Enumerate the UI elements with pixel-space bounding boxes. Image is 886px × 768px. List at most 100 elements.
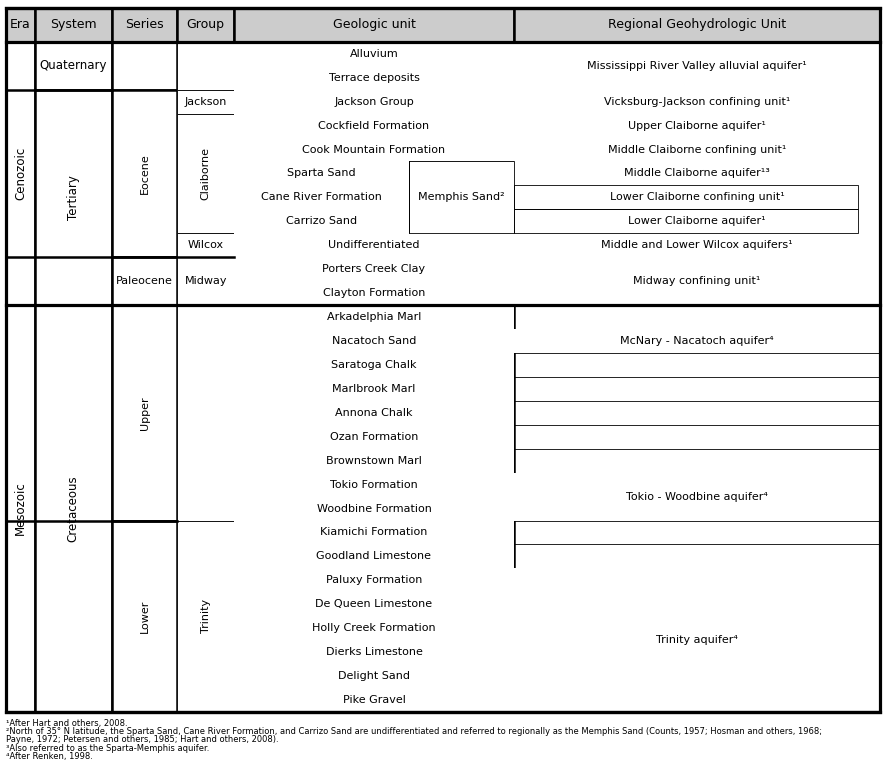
Text: ²North of 35° N latitude, the Sparta Sand, Cane River Formation, and Carrizo San: ²North of 35° N latitude, the Sparta San…: [6, 727, 822, 737]
Text: ⁴After Renken, 1998.: ⁴After Renken, 1998.: [6, 752, 93, 761]
Bar: [514, 114, 880, 137]
Bar: [177, 114, 234, 233]
Bar: [234, 641, 514, 664]
Text: Lower Claiborne confining unit¹: Lower Claiborne confining unit¹: [610, 192, 784, 203]
Bar: [6, 449, 880, 472]
Bar: [177, 233, 234, 257]
Bar: [234, 592, 514, 616]
Text: Memphis Sand²: Memphis Sand²: [418, 192, 505, 203]
Bar: [234, 233, 514, 257]
Bar: [177, 521, 234, 712]
Bar: [177, 90, 234, 114]
Text: De Queen Limestone: De Queen Limestone: [315, 599, 432, 609]
Text: Dierks Limestone: Dierks Limestone: [325, 647, 423, 657]
Bar: [234, 161, 409, 185]
Bar: [35, 41, 112, 90]
Bar: [234, 616, 514, 641]
Bar: [514, 8, 880, 41]
Bar: [514, 185, 880, 210]
Bar: [514, 210, 880, 233]
Bar: [177, 305, 234, 521]
Bar: [234, 449, 514, 472]
Text: Middle Claiborne confining unit¹: Middle Claiborne confining unit¹: [608, 144, 786, 154]
Text: Middle and Lower Wilcox aquifers¹: Middle and Lower Wilcox aquifers¹: [601, 240, 793, 250]
Text: Alluvium: Alluvium: [350, 48, 399, 59]
Text: Series: Series: [125, 18, 164, 31]
Text: Payne, 1972; Petersen and others, 1985; Hart and others, 2008).: Payne, 1972; Petersen and others, 1985; …: [6, 736, 278, 744]
Bar: [6, 377, 880, 401]
Bar: [514, 185, 858, 210]
Bar: [6, 641, 880, 664]
Bar: [6, 425, 880, 449]
Text: Mississippi River Valley alluvial aquifer¹: Mississippi River Valley alluvial aquife…: [587, 61, 807, 71]
Bar: [514, 90, 880, 114]
Bar: [6, 401, 880, 425]
Bar: [112, 521, 177, 712]
Bar: [6, 90, 880, 114]
Text: Jackson Group: Jackson Group: [334, 97, 414, 107]
Bar: [112, 8, 177, 41]
Bar: [234, 210, 409, 233]
Bar: [35, 90, 112, 305]
Text: Lower Claiborne aquifer¹: Lower Claiborne aquifer¹: [628, 217, 766, 227]
Text: Upper: Upper: [139, 396, 150, 429]
Text: Middle Claiborne aquifer¹³: Middle Claiborne aquifer¹³: [624, 168, 770, 178]
Text: Quaternary: Quaternary: [40, 59, 107, 72]
Text: Group: Group: [187, 18, 225, 31]
Bar: [234, 688, 514, 712]
Bar: [514, 41, 880, 90]
Text: Pike Gravel: Pike Gravel: [343, 695, 406, 705]
Bar: [6, 161, 880, 185]
Bar: [6, 329, 880, 353]
Bar: [6, 545, 880, 568]
Bar: [234, 472, 514, 497]
Text: Claiborne: Claiborne: [201, 147, 211, 200]
Bar: [234, 41, 514, 66]
Text: McNary - Nacatoch aquifer⁴: McNary - Nacatoch aquifer⁴: [620, 336, 773, 346]
Text: Cane River Formation: Cane River Formation: [261, 192, 382, 203]
Text: ³Also referred to as the Sparta-Memphis aquifer.: ³Also referred to as the Sparta-Memphis …: [6, 743, 209, 753]
Text: Upper Claiborne aquifer¹: Upper Claiborne aquifer¹: [628, 121, 766, 131]
Bar: [6, 616, 880, 641]
Bar: [112, 257, 177, 305]
Bar: [409, 161, 514, 233]
Bar: [6, 497, 880, 521]
Text: Arkadelphia Marl: Arkadelphia Marl: [327, 312, 421, 322]
Text: Eocene: Eocene: [139, 153, 150, 194]
Text: Midway confining unit¹: Midway confining unit¹: [633, 276, 760, 286]
Bar: [6, 233, 880, 257]
Bar: [6, 114, 880, 137]
Text: Midway: Midway: [184, 276, 227, 286]
Text: Cook Mountain Formation: Cook Mountain Formation: [302, 144, 446, 154]
Text: Undifferentiated: Undifferentiated: [328, 240, 420, 250]
Bar: [514, 472, 880, 521]
Text: Carrizo Sand: Carrizo Sand: [286, 217, 357, 227]
Text: Nacatoch Sand: Nacatoch Sand: [331, 336, 416, 346]
Text: Brownstown Marl: Brownstown Marl: [326, 455, 422, 465]
Bar: [234, 545, 514, 568]
Bar: [6, 185, 880, 210]
Bar: [234, 66, 514, 90]
Text: Lower: Lower: [139, 600, 150, 633]
Text: Cretaceous: Cretaceous: [66, 475, 80, 542]
Text: Cockfield Formation: Cockfield Formation: [318, 121, 430, 131]
Bar: [514, 329, 880, 353]
Text: Trinity: Trinity: [201, 599, 211, 634]
Text: Sparta Sand: Sparta Sand: [287, 168, 356, 178]
Text: Tertiary: Tertiary: [66, 175, 80, 220]
Text: Delight Sand: Delight Sand: [338, 671, 410, 681]
Bar: [514, 233, 880, 257]
Bar: [234, 8, 514, 41]
Text: Geologic unit: Geologic unit: [332, 18, 416, 31]
Bar: [234, 185, 409, 210]
Bar: [6, 66, 880, 90]
Bar: [234, 568, 514, 592]
Text: Mesozoic: Mesozoic: [14, 482, 27, 535]
Bar: [177, 257, 234, 305]
Text: Porters Creek Clay: Porters Creek Clay: [323, 264, 425, 274]
Bar: [177, 41, 234, 90]
Text: Kiamichi Formation: Kiamichi Formation: [320, 528, 428, 538]
Bar: [234, 257, 514, 281]
Text: Cenozoic: Cenozoic: [14, 147, 27, 200]
Bar: [112, 41, 177, 90]
